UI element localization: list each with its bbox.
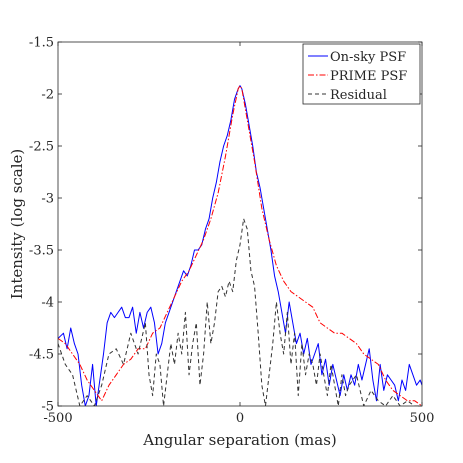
y-tick-label: -1.5 <box>29 36 54 51</box>
y-tick-label: -2.5 <box>29 140 54 155</box>
legend-label-prime-psf: PRIME PSF <box>330 69 407 84</box>
y-tick-label: -4 <box>41 296 54 311</box>
series-layer <box>58 85 422 406</box>
x-tick-label: 0 <box>236 411 244 426</box>
series-line-prime-psf <box>58 85 422 406</box>
x-tick-label: 500 <box>410 411 435 426</box>
y-tick-label: -5 <box>41 400 54 415</box>
x-tick-label: -500 <box>43 411 72 426</box>
legend-label-residual: Residual <box>330 88 387 103</box>
y-tick-label: -3.5 <box>29 244 54 259</box>
y-tick-label: -2 <box>41 88 54 103</box>
x-axis-label: Angular separation (mas) <box>142 431 337 449</box>
legend: On-sky PSF PRIME PSF Residual <box>302 43 421 105</box>
tick-layer: -500 0 500 -5 -4.5 -4 -3.5 -3 -2.5 -2 -1.5 <box>29 36 434 427</box>
y-axis-label: Intensity (log scale) <box>8 149 26 300</box>
y-tick-label: -3 <box>41 192 54 207</box>
series-line-residual <box>58 218 422 406</box>
y-tick-label: -4.5 <box>29 348 54 363</box>
legend-label-on-sky-psf: On-sky PSF <box>330 50 406 65</box>
